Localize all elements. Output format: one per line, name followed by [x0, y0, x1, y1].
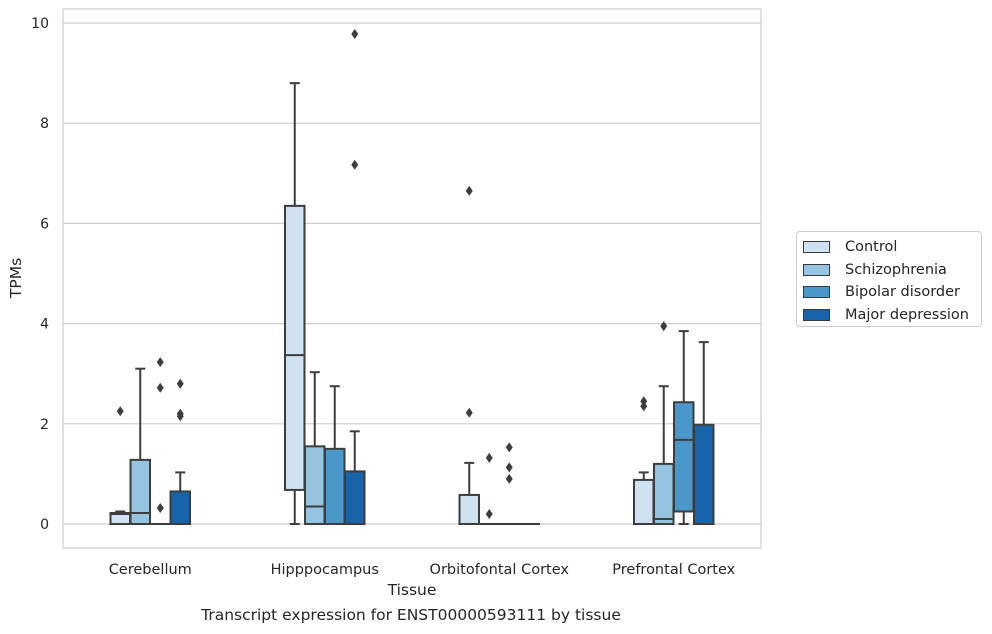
outlier-point: [505, 473, 513, 484]
outlier-point: [156, 502, 164, 513]
x-tick-label: Prefrontal Cortex: [612, 562, 735, 578]
x-tick-label: Hipppocampus: [271, 562, 379, 578]
figure-caption: Transcript expression for ENST0000059311…: [201, 606, 621, 624]
plot-area: [62, 8, 762, 549]
legend-swatch-major-depression: [803, 308, 830, 321]
legend-swatch-bipolar-disorder: [803, 286, 830, 299]
legend-item-bipolar-disorder: Bipolar disorder: [803, 281, 981, 304]
legend-item-major-depression: Major depression: [803, 304, 981, 327]
outlier-point: [351, 159, 359, 170]
legend-item-control: Control: [803, 236, 981, 259]
box: [673, 401, 695, 513]
box: [129, 458, 151, 526]
outlier-point: [660, 321, 668, 332]
outlier-point: [505, 442, 513, 453]
box: [324, 447, 346, 526]
series-bipolar-disorder: [149, 330, 695, 526]
outlier-point: [640, 396, 648, 407]
y-tick-label: 4: [40, 317, 49, 333]
y-axis-ticks: 0 2 4 6 8 10: [31, 16, 49, 533]
legend-label-control: Control: [845, 239, 898, 256]
box-series: [109, 29, 715, 526]
outlier-point: [116, 406, 124, 417]
x-tick-label: Orbitofontal Cortex: [430, 562, 570, 578]
box: [633, 478, 655, 525]
y-tick-label: 0: [40, 517, 49, 533]
series-control: [109, 82, 655, 526]
box: [169, 490, 191, 525]
outlier-point: [465, 407, 473, 418]
outlier-point: [156, 357, 164, 368]
box: [458, 493, 480, 525]
outlier-point: [640, 401, 648, 412]
y-tick-label: 8: [40, 116, 49, 132]
outlier-point: [156, 382, 164, 393]
y-tick-label: 6: [40, 216, 49, 232]
legend: Control Schizophrenia Bipolar disorder M…: [796, 231, 982, 327]
x-tick-label: Cerebellum: [109, 562, 192, 578]
y-tick-label: 2: [40, 417, 49, 433]
outlier-point: [485, 508, 493, 519]
legend-label-bipolar-disorder: Bipolar disorder: [845, 284, 960, 301]
outlier-point: [505, 462, 513, 473]
legend-swatch-schizophrenia: [803, 263, 830, 276]
y-axis-label: TPMs: [7, 258, 25, 299]
outlier-point: [351, 29, 359, 40]
box: [304, 445, 326, 525]
outlier-point: [176, 408, 184, 419]
x-axis-ticks: Cerebellum Hipppocampus Orbitofontal Corte…: [109, 562, 736, 578]
box: [693, 423, 715, 525]
outlier-point: [465, 185, 473, 196]
legend-label-schizophrenia: Schizophrenia: [845, 261, 947, 278]
box: [284, 204, 306, 491]
outlier-point: [485, 452, 493, 463]
series-major-depression: [169, 29, 715, 526]
legend-label-major-depression: Major depression: [845, 306, 969, 323]
outlier-point: [176, 378, 184, 389]
legend-swatch-control: [803, 241, 830, 254]
y-tick-label: 10: [31, 16, 49, 32]
box: [344, 470, 366, 525]
box: [653, 462, 675, 526]
legend-item-schizophrenia: Schizophrenia: [803, 259, 981, 282]
series-schizophrenia: [129, 321, 675, 526]
x-axis-label: Tissue: [387, 581, 437, 599]
